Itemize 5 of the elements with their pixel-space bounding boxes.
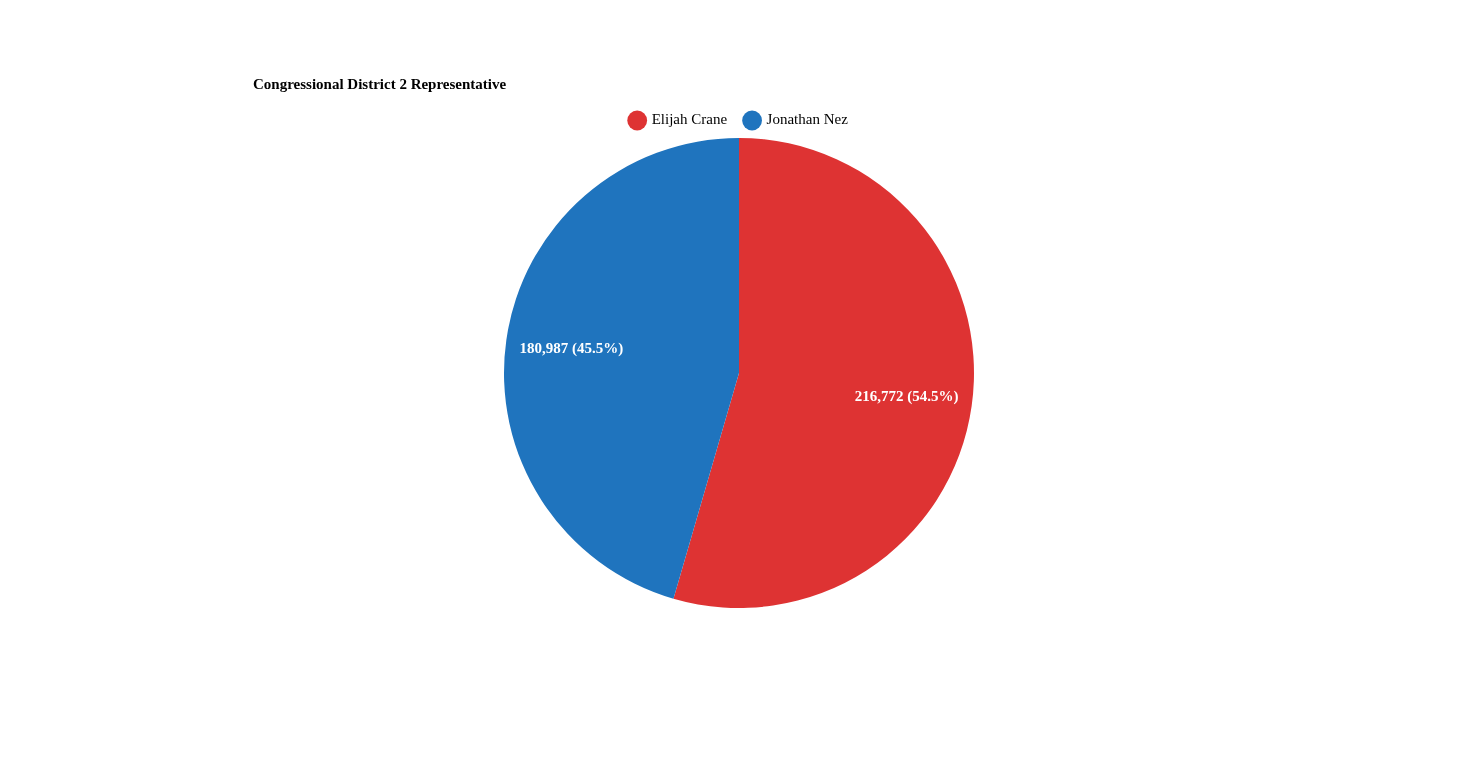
- data-label: 216,772 (54.5%): [854, 387, 959, 405]
- data-label: 180,987 (45.5%): [519, 340, 624, 358]
- legend-label: Jonathan Nez: [766, 111, 849, 128]
- text: Congressional District 2 Representative: [253, 76, 507, 93]
- legend-label: Elijah Crane: [651, 111, 728, 128]
